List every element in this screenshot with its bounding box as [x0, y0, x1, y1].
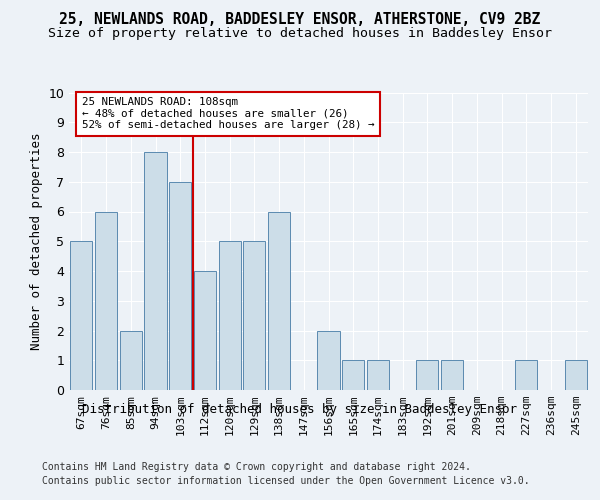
- Bar: [243, 242, 265, 390]
- Text: 25, NEWLANDS ROAD, BADDESLEY ENSOR, ATHERSTONE, CV9 2BZ: 25, NEWLANDS ROAD, BADDESLEY ENSOR, ATHE…: [59, 12, 541, 28]
- Text: Distribution of detached houses by size in Baddesley Ensor: Distribution of detached houses by size …: [83, 402, 517, 415]
- Text: Contains public sector information licensed under the Open Government Licence v3: Contains public sector information licen…: [42, 476, 530, 486]
- Bar: [95, 212, 117, 390]
- Bar: [367, 360, 389, 390]
- Text: 25 NEWLANDS ROAD: 108sqm
← 48% of detached houses are smaller (26)
52% of semi-d: 25 NEWLANDS ROAD: 108sqm ← 48% of detach…: [82, 97, 374, 130]
- Bar: [342, 360, 364, 390]
- Bar: [441, 360, 463, 390]
- Bar: [416, 360, 439, 390]
- Bar: [565, 360, 587, 390]
- Bar: [194, 271, 216, 390]
- Text: Contains HM Land Registry data © Crown copyright and database right 2024.: Contains HM Land Registry data © Crown c…: [42, 462, 471, 472]
- Bar: [317, 330, 340, 390]
- Bar: [268, 212, 290, 390]
- Y-axis label: Number of detached properties: Number of detached properties: [30, 132, 43, 350]
- Bar: [119, 330, 142, 390]
- Bar: [70, 242, 92, 390]
- Bar: [169, 182, 191, 390]
- Text: Size of property relative to detached houses in Baddesley Ensor: Size of property relative to detached ho…: [48, 26, 552, 40]
- Bar: [145, 152, 167, 390]
- Bar: [515, 360, 538, 390]
- Bar: [218, 242, 241, 390]
